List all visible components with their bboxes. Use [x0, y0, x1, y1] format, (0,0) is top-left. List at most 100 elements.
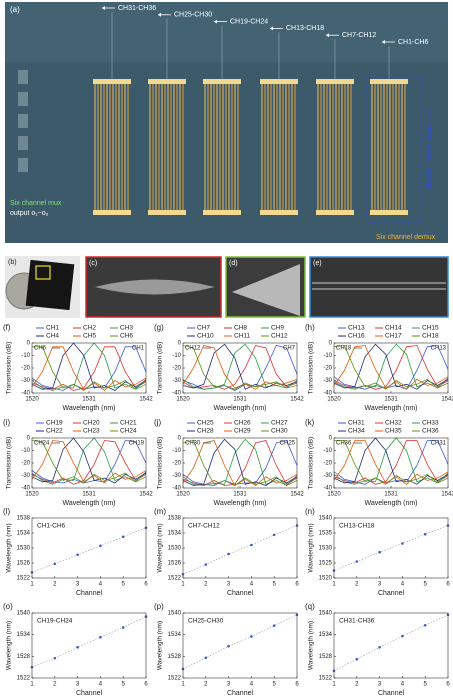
legend-label: CH15	[422, 325, 439, 332]
chart-title: CH25-CH30	[188, 618, 224, 625]
panel-label: (q)	[305, 602, 315, 611]
right-note: CH13	[431, 346, 447, 352]
spectrum-line	[333, 345, 449, 390]
data-point	[378, 646, 381, 649]
block-top	[316, 79, 354, 84]
trend-line	[182, 525, 298, 575]
y-tick-label: -10	[323, 353, 332, 359]
plot-frame	[31, 612, 147, 679]
x-tick-label: 1542	[139, 397, 153, 403]
y-tick-label: -30	[21, 473, 30, 479]
y-tick-label: -20	[323, 461, 332, 467]
legend-label: CH30	[271, 428, 288, 435]
y-axis-label: Transmission (dB)	[6, 437, 13, 490]
data-point	[355, 657, 359, 661]
spectrum-line	[182, 440, 298, 486]
x-tick-label: 1520	[327, 492, 341, 498]
spectrum-line	[333, 437, 449, 485]
x-tick-label: 4	[250, 582, 254, 588]
data-point	[227, 644, 230, 648]
group-label: CH31-CH36	[118, 5, 156, 12]
trend-line	[333, 525, 449, 571]
chart-title: CH13-CH18	[339, 523, 375, 530]
data-point	[272, 533, 276, 537]
x-tick-label: 1542	[441, 397, 453, 403]
y-tick-label: -30	[172, 378, 181, 384]
y-tick-label: 1522	[168, 576, 182, 582]
spectrum-line	[31, 440, 147, 484]
legend-label: CH20	[83, 420, 100, 427]
legend-label: CH18	[422, 333, 439, 340]
x-tick-label: 1	[181, 582, 185, 588]
mux-pad	[18, 136, 28, 150]
arrow-head	[382, 40, 385, 44]
spectrum-line	[182, 440, 298, 486]
mmi-shape	[95, 279, 215, 295]
block-top	[93, 79, 131, 84]
y-tick-label: -40	[21, 486, 30, 492]
y-tick-label: 1528	[319, 654, 333, 660]
y-tick-label: 1522	[17, 676, 31, 682]
y-tick-label: -30	[172, 473, 181, 479]
y-axis-label: Wavelength (nm)	[157, 523, 164, 572]
right-note: CH25	[280, 441, 296, 447]
arrow-head	[326, 33, 329, 38]
y-tick-label: 1528	[17, 654, 31, 660]
y-tick-label: 1534	[168, 632, 182, 638]
spectrum-line	[31, 346, 147, 391]
y-tick-label: -20	[172, 461, 181, 467]
data-point	[423, 623, 427, 627]
panel-label: (d)	[229, 260, 238, 267]
legend-label: CH8	[234, 325, 247, 332]
y-tick-label: -40	[172, 486, 181, 492]
block-bottom	[260, 210, 298, 215]
panel-label: (i)	[3, 418, 10, 427]
panel-label: (k)	[305, 418, 315, 427]
legend-label: CH2	[83, 325, 96, 332]
y-tick-label: 1522	[17, 576, 31, 582]
x-tick-label: 6	[144, 582, 148, 588]
x-tick-label: 2	[204, 582, 208, 588]
x-tick-label: 6	[295, 582, 299, 588]
y-tick-label: -40	[172, 391, 181, 397]
trend-line	[333, 614, 449, 672]
left-note: CH12	[185, 346, 201, 352]
legend-label: CH12	[271, 333, 288, 340]
x-tick-label: 1	[332, 682, 336, 688]
x-tick-label: 2	[355, 582, 359, 588]
y-axis-label: Transmission (dB)	[308, 342, 315, 395]
y-tick-label: 0	[27, 341, 31, 347]
arrow-head	[270, 26, 273, 31]
spectrum-line	[31, 440, 147, 485]
x-tick-label: 3	[227, 682, 231, 688]
block-bottom	[370, 210, 408, 215]
block-bottom	[316, 210, 354, 215]
plot-frame	[31, 517, 147, 579]
spectrum-line	[333, 440, 449, 485]
mux-pad	[18, 92, 28, 106]
legend-label: CH27	[271, 420, 288, 427]
demux-label: Six channel demux	[376, 234, 436, 241]
y-tick-label: -10	[21, 353, 30, 359]
y-tick-label: 1540	[168, 611, 182, 617]
legend-label: CH6	[120, 333, 133, 340]
x-tick-label: 5	[122, 682, 126, 688]
legend-label: CH9	[271, 325, 284, 332]
trend-line	[182, 614, 298, 670]
x-tick-label: 1	[30, 682, 34, 688]
group-label: CH1-CH6	[398, 39, 428, 46]
plot-frame	[333, 342, 449, 394]
x-axis-label: Channel	[76, 690, 103, 697]
y-tick-label: 1540	[319, 516, 333, 522]
data-point	[401, 542, 404, 545]
y-axis-label: Transmission (dB)	[6, 342, 13, 395]
spectrum-line	[333, 345, 449, 390]
trend-line	[31, 527, 147, 573]
plot-frame	[333, 612, 449, 679]
data-point	[227, 552, 230, 556]
y-axis-label: Wavelength (nm)	[157, 621, 164, 670]
x-tick-label: 3	[378, 582, 382, 588]
x-tick-label: 5	[424, 682, 428, 688]
panel-label: (l)	[3, 507, 10, 516]
data-point	[204, 563, 208, 566]
